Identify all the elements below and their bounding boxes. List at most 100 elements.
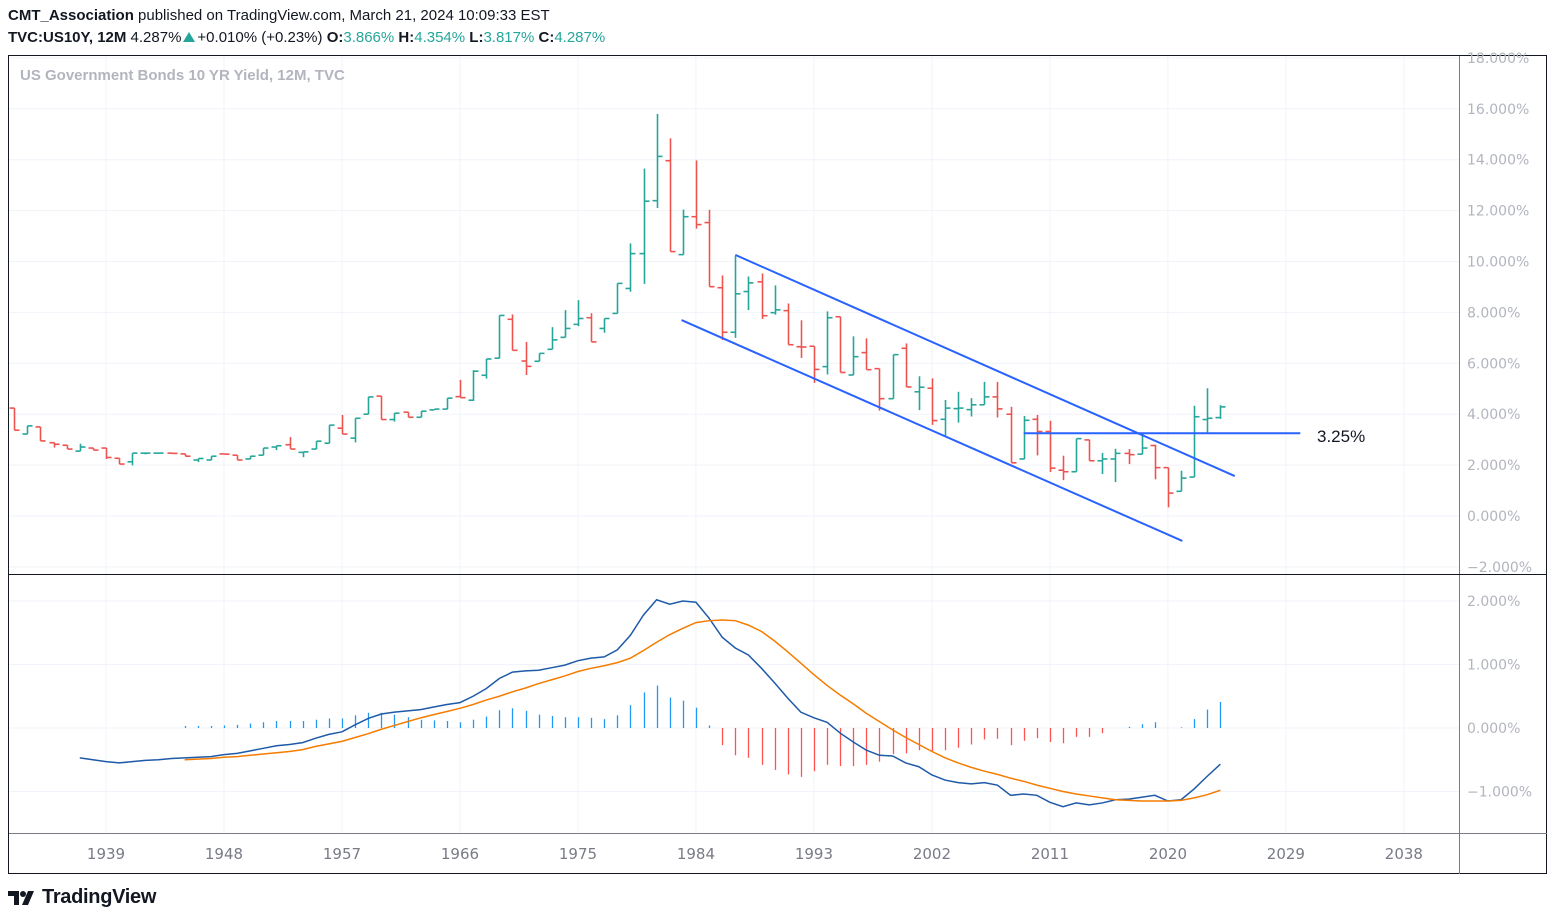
ohlc-bar	[757, 273, 768, 320]
ohlc-bar	[612, 282, 623, 315]
time-axis-label: 2011	[1031, 845, 1069, 863]
ohlc-bar	[914, 376, 925, 411]
ohlc-bar	[140, 452, 151, 455]
macd-lines	[79, 598, 1221, 808]
ohlc-bar	[1163, 466, 1174, 508]
ohlc-bar	[298, 451, 309, 458]
ohlc-bar	[560, 310, 571, 339]
ohlc-bar	[75, 443, 86, 452]
price-axis-label: −2.000%	[1467, 560, 1532, 576]
time-axis-label: 2029	[1267, 845, 1305, 863]
tradingview-logo[interactable]: TradingView	[8, 886, 156, 909]
ohlc-bar	[468, 370, 479, 402]
low-value: 3.817%	[483, 29, 535, 46]
price-axis-label: 0.000%	[1467, 509, 1520, 525]
ohlc-bar	[1045, 420, 1056, 472]
ohlc-bar	[743, 276, 754, 311]
ohlc-bar	[442, 397, 453, 410]
price-axis-label: 10.000%	[1467, 255, 1529, 271]
ohlc-bar	[507, 314, 518, 352]
ohlc-bar	[1032, 414, 1043, 456]
ohlc-bar	[730, 255, 741, 338]
indicator-axis-label: −1.000%	[1467, 785, 1532, 801]
macd-histogram	[184, 685, 1222, 777]
ohlc-bar	[376, 395, 387, 421]
price-change: +0.010% (+0.23%)	[197, 29, 323, 46]
open-label: O:	[326, 29, 344, 46]
chart-frame	[8, 55, 1547, 874]
ohlc-bar	[796, 320, 807, 358]
price-axis-label: 14.000%	[1467, 153, 1529, 169]
price-axis-label: 4.000%	[1467, 407, 1520, 423]
ohlc-bar	[88, 447, 99, 451]
ohlc-bar	[678, 209, 689, 256]
tradingview-brand: TradingView	[42, 886, 157, 908]
ohlc-bar	[1071, 437, 1082, 473]
up-triangle-icon	[183, 32, 196, 42]
ohlc-bar	[717, 275, 728, 340]
trendline[interactable]	[681, 319, 1183, 542]
ohlc-bar	[1150, 444, 1161, 480]
price-axis-label: 12.000%	[1467, 204, 1529, 220]
ohlc-bar	[324, 424, 335, 445]
ohlc-bar	[1084, 439, 1095, 462]
ohlc-bar	[403, 411, 414, 419]
ohlc-bar	[1202, 388, 1213, 434]
ohlc-bar	[901, 343, 912, 388]
ohlc-bar	[49, 441, 60, 448]
ohlc-bar	[337, 414, 348, 435]
gridlines	[9, 56, 1459, 833]
author-name[interactable]: CMT_Association	[8, 7, 134, 24]
ohlc-bar	[35, 426, 46, 442]
ohlc-bar	[232, 454, 243, 461]
price-axis-label: 8.000%	[1467, 305, 1520, 321]
ohlc-bar	[9, 407, 20, 432]
ohlc-bar	[455, 379, 466, 399]
ohlc-bar	[573, 300, 584, 327]
last-price: 4.287%	[130, 29, 182, 46]
ohlc-bar	[245, 455, 256, 460]
trendline[interactable]	[734, 253, 1236, 477]
ohlc-bar	[927, 378, 938, 425]
publish-info: CMT_Association published on TradingView…	[8, 7, 550, 24]
time-axis-label: 1939	[87, 845, 125, 863]
low-label: L:	[469, 29, 484, 46]
ohlc-bar	[966, 398, 977, 417]
ohlc-bar	[1006, 406, 1017, 464]
ohlc-bar	[1137, 433, 1148, 455]
ohlc-bar	[350, 417, 361, 443]
time-axis-label: 2038	[1385, 845, 1423, 863]
ohlc-bar	[1097, 452, 1108, 475]
ohlc-bar	[1058, 455, 1069, 481]
open-value: 3.866%	[343, 29, 395, 46]
ohlc-bar	[809, 345, 820, 383]
high-value: 4.354%	[414, 29, 466, 46]
trendline-drawings[interactable]	[681, 253, 1301, 542]
ohlc-bar	[770, 285, 781, 315]
ohlc-bar	[285, 437, 296, 450]
ohlc-bar	[704, 209, 715, 288]
horizontal-line-label: 3.25%	[1317, 427, 1366, 446]
ohlc-bar	[835, 315, 846, 374]
ohlc-bar	[271, 444, 282, 451]
time-axis-label: 1975	[559, 845, 597, 863]
ohlc-bar	[1215, 405, 1226, 419]
ohlc-bar	[979, 381, 990, 406]
ohlc-bar	[652, 113, 663, 209]
ohlc-bar	[534, 352, 545, 363]
indicator-axis-label: 1.000%	[1467, 658, 1520, 674]
signal-line	[184, 619, 1221, 802]
ohlc-bar	[1189, 405, 1200, 478]
time-axis-label: 1948	[205, 845, 243, 863]
ohlc-bar	[1176, 470, 1187, 493]
ohlc-bar	[127, 452, 138, 466]
ohlc-bar	[783, 303, 794, 346]
time-axis-label: 2020	[1149, 845, 1187, 863]
close-value: 4.287%	[554, 29, 606, 46]
ohlc-bar	[888, 353, 899, 400]
ohlc-bar	[1110, 448, 1121, 483]
ohlc-bar	[363, 396, 374, 416]
price-axis-label: 6.000%	[1467, 356, 1520, 372]
price-bars	[9, 113, 1226, 508]
